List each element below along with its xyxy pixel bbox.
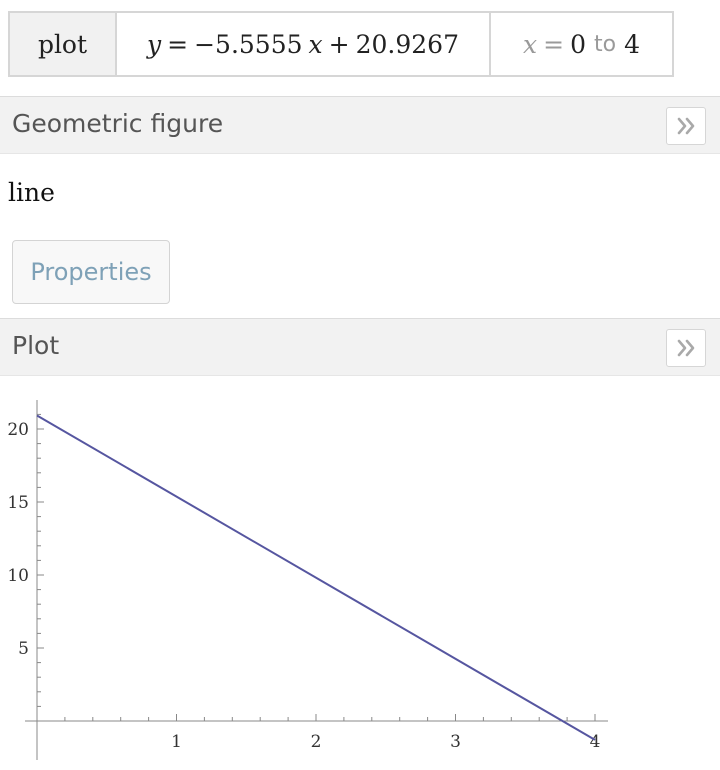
range-cell: x = 0 to 4	[491, 13, 672, 75]
equation-constant: 20.9267	[355, 29, 459, 59]
y-tick-label: 15	[7, 493, 29, 513]
equation-cell: y = −5.5555 x + 20.9267	[117, 13, 491, 75]
plot-title: Plot	[12, 331, 60, 360]
geometric-figure-pod-header: Geometric figure	[0, 96, 720, 154]
geometric-figure-expand-button[interactable]	[666, 107, 706, 145]
equation-variable: x	[308, 29, 323, 59]
equation-coefficient: −5.5555	[194, 29, 303, 59]
x-tick-label: 2	[311, 732, 322, 752]
command-cell: plot	[10, 13, 117, 75]
double-chevron-right-icon	[677, 117, 695, 135]
y-tick-label: 10	[7, 566, 29, 586]
x-tick-label: 3	[450, 732, 461, 752]
x-tick-label: 4	[590, 732, 601, 752]
plot-chart: 1 2 3 4 5 10 15 20	[7, 400, 608, 760]
double-chevron-right-icon	[677, 339, 695, 357]
range-variable: x	[523, 29, 538, 59]
properties-button[interactable]: Properties	[12, 240, 170, 304]
range-start: 0	[570, 29, 586, 59]
geometric-figure-title: Geometric figure	[12, 109, 224, 138]
x-tick-label: 1	[171, 732, 182, 752]
equation-lhs: y	[147, 29, 162, 59]
geometric-figure-result: line	[8, 178, 55, 207]
equation-equals: =	[167, 29, 189, 59]
range-equals: =	[543, 29, 565, 59]
y-tick-label: 5	[18, 639, 29, 659]
series-line	[36, 414, 596, 741]
plot-pod-header: Plot	[0, 318, 720, 376]
plot-expand-button[interactable]	[666, 329, 706, 367]
query-input-bar[interactable]: plot y = −5.5555 x + 20.9267 x = 0 to 4	[8, 11, 674, 77]
range-end: 4	[624, 29, 640, 59]
y-tick-label: 20	[7, 420, 29, 440]
equation-plus: +	[328, 29, 350, 59]
range-to: to	[593, 31, 617, 57]
command-text: plot	[37, 29, 88, 59]
